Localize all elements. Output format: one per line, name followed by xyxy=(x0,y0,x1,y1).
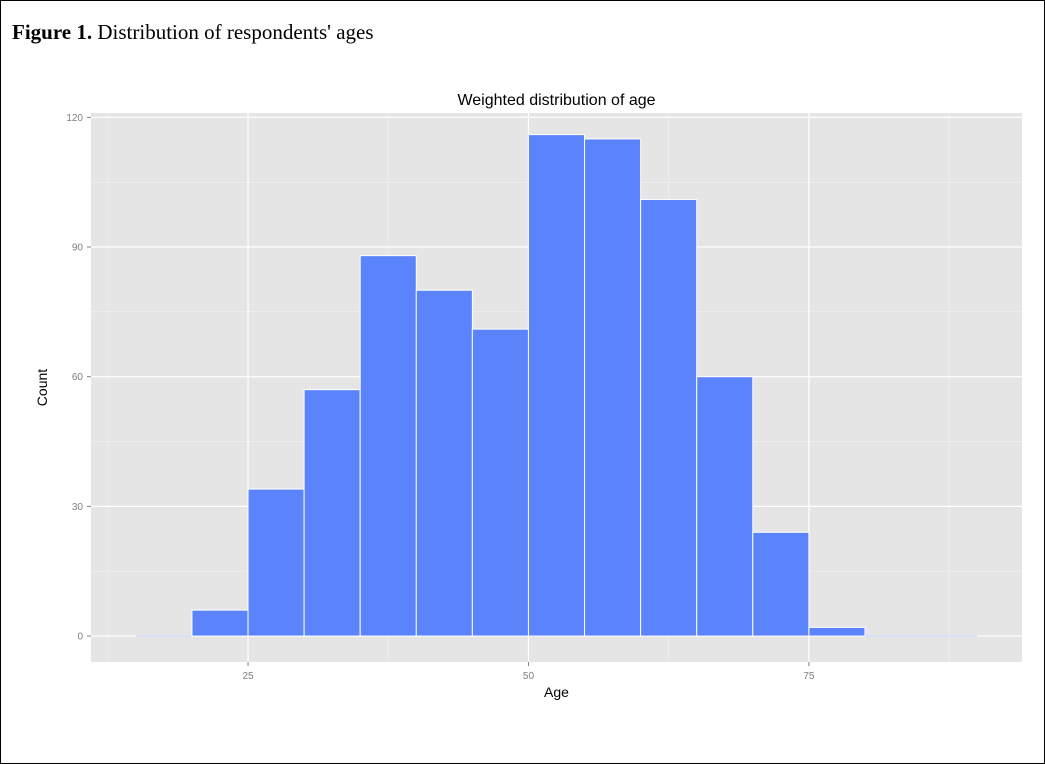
histogram-bar xyxy=(640,198,698,637)
histogram-bar xyxy=(584,138,642,637)
y-tick-label: 60 xyxy=(72,372,84,383)
x-tick-label: 25 xyxy=(242,671,254,682)
chart-title: Weighted distribution of age xyxy=(457,92,655,109)
y-axis-ticks: 0 30 60 90 120 xyxy=(66,113,91,643)
x-tick-label: 50 xyxy=(523,671,535,682)
histogram-bar xyxy=(808,626,866,637)
histogram-bar xyxy=(696,376,754,637)
y-tick-label: 120 xyxy=(66,113,83,124)
figure-label: Figure 1. xyxy=(12,20,93,44)
histogram-bars xyxy=(135,134,978,637)
histogram-bar xyxy=(415,289,473,637)
figure-caption: Figure 1. Distribution of respondents' a… xyxy=(12,20,374,45)
y-tick-label: 30 xyxy=(72,502,84,513)
x-axis-label: Age xyxy=(544,684,569,700)
histogram-bar xyxy=(247,488,305,637)
histogram-bar xyxy=(303,389,361,637)
y-axis-label: Count xyxy=(34,369,50,406)
histogram-bar xyxy=(191,609,249,637)
y-tick-label: 0 xyxy=(77,632,83,643)
histogram-bar xyxy=(752,531,810,637)
histogram-bar xyxy=(471,328,529,637)
histogram-bar xyxy=(359,255,417,637)
x-axis-ticks: 25 50 75 xyxy=(242,662,815,682)
histogram-bar xyxy=(527,134,586,637)
x-tick-label: 75 xyxy=(803,671,815,682)
y-tick-label: 90 xyxy=(72,243,84,254)
figure-caption-text: Distribution of respondents' ages xyxy=(97,20,374,44)
